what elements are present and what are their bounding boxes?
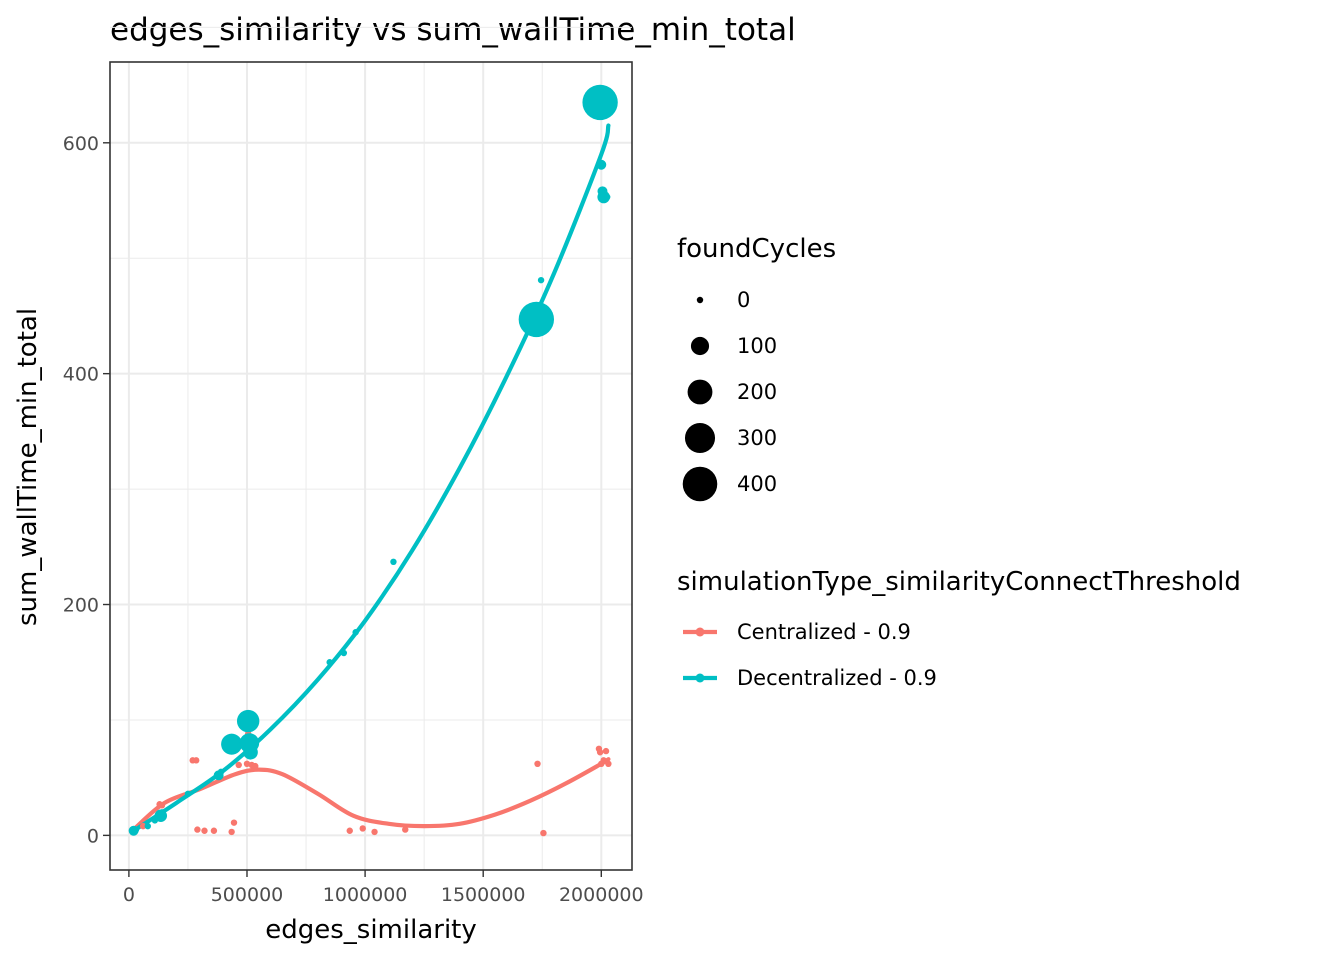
size-legend-key [687,379,713,405]
data-point-centralized [210,827,218,834]
data-point-centralized [193,757,200,764]
size-legend-key [690,336,710,356]
y-tick-label: 200 [63,595,99,617]
data-point-decentralized [340,649,348,657]
y-tick-label: 400 [63,364,99,386]
panel-border [109,61,633,871]
x-tick-label: 0 [123,884,135,906]
x-tick-label: 2000000 [559,884,644,906]
data-point-decentralized [596,159,607,170]
plot-panel [109,26,633,871]
size-legend-key [682,466,718,502]
data-point-decentralized [603,193,611,201]
trend-line-centralized [131,757,611,832]
data-point-decentralized [518,301,555,338]
size-legend-label: 400 [737,472,777,496]
data-point-centralized [235,761,242,769]
minor-gridlines [110,26,632,870]
data-points [128,84,618,837]
size-legend-label: 200 [737,380,777,404]
x-tick-label: 500000 [211,884,284,906]
data-point-decentralized [537,276,545,284]
data-point-decentralized [144,822,151,830]
size-legend-label: 0 [737,288,750,312]
y-axis: 0 200 400 600 [63,133,110,847]
size-legend-label: 100 [737,334,777,358]
x-axis-title: edges_similarity [265,915,477,945]
size-legend: foundCycles 0 100 200 300 400 [677,234,836,502]
data-point-decentralized [390,558,397,566]
x-axis: 0 500000 1000000 1500000 2000000 [123,870,644,906]
data-point-centralized [359,825,366,832]
data-point-centralized [602,747,610,755]
data-point-decentralized [132,826,140,833]
color-legend-title: simulationType_similarityConnectThreshol… [677,567,1241,597]
data-point-centralized [371,828,378,836]
data-point-centralized [158,802,166,809]
size-legend-key [696,296,704,304]
panel-background [110,62,632,870]
chart-title: edges_similarity vs sum_wallTime_min_tot… [110,12,796,48]
data-point-centralized [346,827,353,834]
color-legend: simulationType_similarityConnectThreshol… [677,567,1241,690]
data-point-decentralized [217,768,225,776]
data-point-centralized [605,760,612,768]
y-tick-label: 0 [87,825,99,847]
data-point-centralized [201,827,208,834]
size-legend-title: foundCycles [677,234,836,264]
data-point-centralized [600,757,607,764]
data-point-centralized [596,749,604,756]
x-tick-label: 1500000 [441,884,526,906]
data-point-decentralized [184,790,192,798]
y-tick-label: 600 [63,133,99,155]
data-point-decentralized [326,659,333,666]
data-point-centralized [534,760,541,768]
y-axis-title: sum_wallTime_min_total [13,308,43,626]
color-legend-key-point-centralized [695,627,705,637]
data-point-decentralized [236,709,260,733]
data-point-decentralized [352,629,359,636]
data-point-decentralized [221,733,243,755]
color-legend-label-centralized: Centralized - 0.9 [737,620,911,644]
data-point-decentralized [243,744,258,760]
data-point-decentralized [158,809,166,816]
data-point-centralized [230,819,238,826]
data-point-centralized [139,822,147,830]
size-legend-key [684,422,716,454]
color-legend-label-decentralized: Decentralized - 0.9 [737,666,937,690]
data-point-centralized [540,829,547,837]
data-point-centralized [252,762,259,770]
color-legend-key-point-decentralized [695,673,705,683]
size-legend-label: 300 [737,426,777,450]
data-point-centralized [194,826,201,833]
data-point-decentralized [582,84,618,121]
data-point-centralized [228,828,235,836]
x-tick-label: 1000000 [323,884,408,906]
data-point-centralized [402,826,409,833]
